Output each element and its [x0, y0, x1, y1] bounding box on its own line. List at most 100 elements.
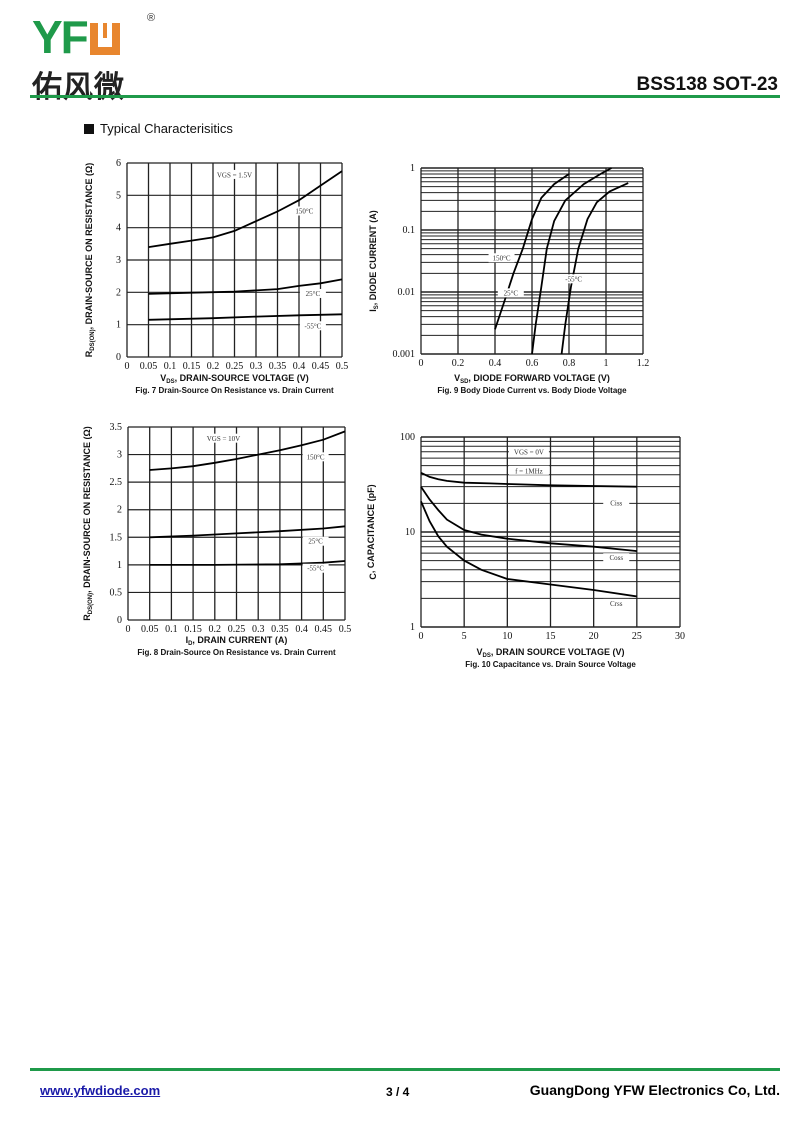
series-label: Crss [610, 600, 623, 608]
x-axis-label-subscript: DS [483, 653, 491, 659]
series-label-bg [302, 452, 329, 462]
y-tick-label: 0.5 [110, 587, 123, 598]
annotation-bg [214, 169, 255, 179]
x-tick-label: 0.1 [164, 361, 177, 372]
series-label: 150°C [307, 453, 325, 461]
series-label: -55°C [304, 322, 321, 330]
y-axis-label: C, CAPACITANCE (pF) [366, 484, 378, 579]
series-line-25C [149, 525, 346, 539]
x-tick-label: 1 [604, 358, 609, 369]
company-logo: YF ® 佑风微 [32, 11, 156, 105]
x-tick-label: 0.1 [165, 624, 178, 635]
series-label: Coss [609, 554, 623, 562]
y-tick-label: 1 [117, 560, 122, 571]
x-tick-label: 0.5 [339, 624, 352, 635]
series-label-bg [299, 288, 326, 298]
x-tick-label: 0.25 [226, 361, 244, 372]
x-axis-label-symbol: I [186, 635, 189, 645]
figure-caption: Fig. 7 Drain-Source On Resistance vs. Dr… [135, 386, 334, 395]
series-line-Crss [420, 501, 637, 598]
x-tick-label: 0.2 [452, 358, 465, 369]
registered-mark: ® [147, 12, 156, 24]
y-tick-label: 1.5 [110, 532, 123, 543]
y-axis-label-text: , DRAIN-SOURCE ON RESISTANCE (Ω) [84, 163, 94, 330]
chart-1: 0 0.05 0.1 0.15 0.2 0.25 0.3 0.35 0.4 0.45 0.5 0 1 2 3… [84, 158, 348, 395]
series-label: 150°C [295, 208, 313, 216]
y-axis-label-text: , DRAIN-SOURCE ON RESISTANCE (Ω) [82, 426, 92, 593]
series-line--55C [560, 182, 629, 355]
x-tick-label: 10 [502, 631, 512, 642]
logo-chinese-name: 佑风微 [32, 70, 125, 105]
figure-caption: Fig. 8 Drain-Source On Resistance vs. Dr… [137, 648, 336, 657]
y-axis-label-symbol: R [84, 350, 94, 357]
chart-4: 0 5 10 15 20 25 30 1 10 100 Ciss Coss Crss VGS = 0V f … [366, 432, 685, 669]
series-line-Ciss [420, 471, 637, 488]
section-heading: Typical Characterisitics [84, 121, 233, 136]
series-line-150C [148, 170, 343, 248]
y-tick-label: 1 [410, 163, 415, 174]
y-tick-label: 100 [400, 432, 415, 443]
x-tick-label: 0.2 [209, 624, 222, 635]
logo-w-mark [89, 23, 120, 55]
y-axis-label-subscript: DS(ON) [90, 329, 96, 350]
x-tick-label: 0.35 [269, 361, 287, 372]
x-axis-label-symbol: V [476, 647, 482, 657]
x-tick-label: 0.3 [252, 624, 265, 635]
chart-2: 0 0.2 0.4 0.6 0.8 1 1.2 0.001 0.01 0.1 1 150°C 25°C -… [368, 163, 649, 395]
x-tick-label: 0.05 [140, 361, 158, 372]
y-axis-label: RDS(ON), DRAIN-SOURCE ON RESISTANCE (Ω) [82, 426, 94, 620]
x-tick-label: 1.2 [637, 358, 650, 369]
x-tick-label: 0.6 [526, 358, 539, 369]
x-tick-label: 0.4 [295, 624, 308, 635]
x-axis-label-text: , DIODE FORWARD VOLTAGE (V) [468, 373, 610, 383]
x-tick-label: 0.45 [312, 361, 330, 372]
x-tick-label: 0 [419, 358, 424, 369]
x-tick-label: 5 [462, 631, 467, 642]
x-tick-label: 15 [546, 631, 556, 642]
x-axis-label-text: , DRAIN-SOURCE VOLTAGE (V) [175, 373, 309, 383]
series-line--55C [149, 560, 346, 566]
x-tick-label: 0 [125, 361, 130, 372]
footer-divider [30, 1068, 780, 1071]
series-label-bg [291, 206, 318, 216]
series-line-25C [148, 278, 343, 295]
x-axis-label: VDS, DRAIN-SOURCE VOLTAGE (V) [160, 373, 309, 385]
y-tick-label: 0.001 [393, 349, 416, 360]
series-label-bg [560, 274, 587, 284]
series-label-bg [497, 288, 524, 298]
y-tick-label: 4 [116, 223, 121, 234]
condition-annotation: VGS = 1.5V [217, 171, 252, 179]
series-label-bg [603, 498, 630, 508]
series-label-bg [488, 253, 515, 263]
condition-annotation: VGS = 0V [514, 448, 544, 456]
annotation-bg [203, 433, 244, 443]
chart-3: 0 0.05 0.1 0.15 0.2 0.25 0.3 0.35 0.4 0.45 0.5 0 0.5… [82, 422, 351, 657]
x-tick-label: 0.25 [228, 624, 246, 635]
y-axis-label-symbol: C [368, 573, 378, 580]
x-tick-label: 0.8 [563, 358, 576, 369]
figure-caption: Fig. 9 Body Diode Current vs. Body Diode… [437, 386, 627, 395]
x-tick-label: 30 [675, 631, 685, 642]
y-axis-label-subscript: S [374, 305, 380, 309]
y-tick-label: 0 [117, 615, 122, 626]
series-label: 25°C [308, 538, 323, 546]
x-axis-label-subscript: D [188, 641, 193, 647]
y-tick-label: 0 [116, 352, 121, 363]
x-tick-label: 0.3 [250, 361, 263, 372]
series-line-25C [531, 167, 612, 355]
series-label-bg [603, 598, 630, 608]
x-axis-label-symbol: V [160, 373, 166, 383]
y-tick-label: 3.5 [110, 422, 123, 433]
series-label-bg [299, 321, 326, 331]
x-tick-label: 0.05 [141, 624, 159, 635]
company-name: GuangDong YFW Electronics Co, Ltd. [529, 1082, 780, 1098]
annotation-bg [508, 446, 549, 456]
website-link[interactable]: www.yfwdiode.com [40, 1083, 161, 1098]
y-tick-label: 1 [116, 320, 121, 331]
x-tick-label: 25 [632, 631, 642, 642]
x-tick-label: 0.35 [271, 624, 289, 635]
x-axis-label-text: , DRAIN SOURCE VOLTAGE (V) [491, 647, 625, 657]
y-tick-label: 1 [410, 622, 415, 633]
